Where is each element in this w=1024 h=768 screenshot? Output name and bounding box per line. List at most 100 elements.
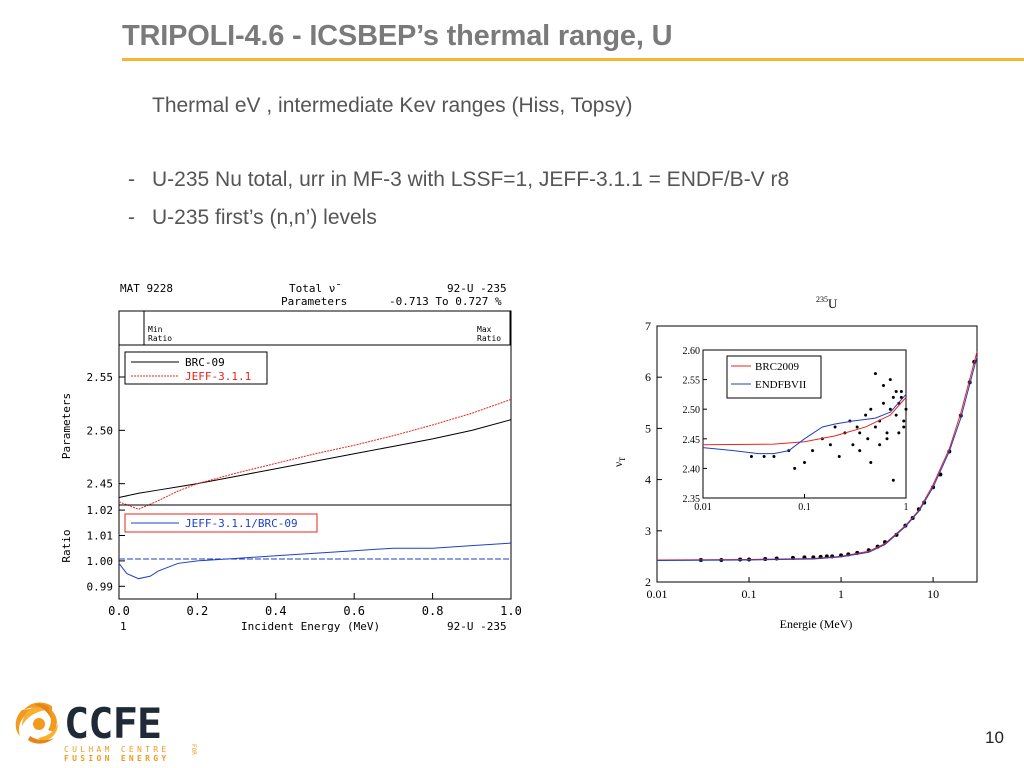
data-point [858,449,862,453]
data-point [828,443,832,447]
min-label: Min [148,325,163,334]
data-point [811,449,815,453]
data-point [864,413,868,417]
bullet-dash: - [128,206,135,229]
max-label: Ratio [477,334,501,343]
data-point [855,425,859,429]
data-point [891,395,895,399]
x-tick-label: 0.01 [647,587,668,601]
inset-legend [726,355,822,399]
y-tick-label: 2.55 [683,376,701,387]
data-point [904,407,908,411]
y-tick-label: 2.55 [87,371,114,384]
data-point [762,455,766,459]
data-point [885,437,889,441]
title-underline [122,58,1024,61]
data-point [881,384,885,388]
slide-title: TRIPOLI-4.6 - ICSBEP’s thermal range, U [122,20,673,52]
x-tick-label: 0.1 [798,502,811,513]
data-point [897,431,901,435]
x-tick-label: 10 [927,587,939,601]
data-point [902,419,906,423]
nuclide-title-mass: 235 [816,295,828,304]
x-tick-label: 0.8 [422,604,444,618]
flame-icon [15,702,58,744]
y-tick-label: 1.02 [87,504,114,517]
data-point [851,443,855,447]
nu-symbol: ν [611,461,625,467]
y-tick-label: 2.45 [683,435,701,446]
y-tick-label: 2.50 [87,424,114,437]
data-point [793,466,797,470]
ratio-marker-box [118,310,512,346]
data-point [899,389,903,393]
y-tick-label: 2.50 [683,405,701,416]
data-point [891,478,895,482]
data-point [749,455,753,459]
legend-label-brc09: BRC-09 [185,356,225,369]
energy-axis-label: Energie (MeV) [780,617,853,631]
main-plot-frame [656,325,978,583]
left-figure: MAT 9228 Total ν̄ 92-U -235 Parameters -… [60,282,522,633]
parameters-axis-label: Parameters [60,393,73,459]
data-point [869,407,873,411]
min-label: Ratio [148,334,172,343]
series-line [118,542,512,580]
series-line [118,398,512,510]
ccfe-line1: CULHAM CENTRE [64,745,170,754]
data-point [866,437,870,441]
legend-label-brc2009: BRC2009 [755,361,800,373]
y-tick-label: 5 [645,421,651,435]
x-tick-label: 1 [904,502,909,513]
data-point [803,460,806,464]
series-line [118,419,512,499]
data-point [888,378,892,382]
y-tick-label: 2.60 [683,346,701,357]
mat-label: MAT 9228 [120,282,173,295]
y-tick-label: 7 [645,319,651,333]
data-point [873,425,877,429]
series-line [656,356,978,561]
data-point [885,431,889,435]
footer-index: 1 [120,620,127,633]
y-tick-label: 1.01 [87,529,114,542]
data-point [894,389,898,393]
data-point [902,425,906,429]
ratio-axis-label: Ratio [60,529,73,562]
nuclide-title: 235U [816,295,838,311]
page-number: 10 [985,728,1004,747]
y-tick-label: 2 [645,575,651,589]
x-tick-label: 1.0 [500,604,522,618]
y-tick-label: 2.45 [87,478,114,491]
legend-label-ratio: JEFF-3.1.1/BRC-09 [185,517,298,530]
x-tick-label: 0.01 [694,502,712,513]
x-tick-label: 1 [838,587,844,601]
ratio-panel-frame [118,504,512,600]
x-tick-label: 0.4 [265,604,287,618]
legend-label-endfbvii: ENDFBVII [755,379,807,391]
ccfe-wordmark: CCFE [64,699,161,748]
nuclide-title-symbol: U [828,296,838,311]
ratio-legend [124,513,318,533]
y-tick-label: 3 [645,524,651,538]
bullet-text: U-235 first’s (n,n’) levels [152,206,377,229]
slide-subtitle: Thermal eV , intermediate Kev ranges (Hi… [152,94,633,117]
y-tick-label: 2.40 [683,464,701,475]
bullet-item: - U-235 first’s (n,n’) levels [128,206,377,230]
nuclide-label: 92-U -235 [447,282,507,295]
series-line [702,397,907,446]
y-tick-label: 6 [645,370,651,384]
nu-axis-label: νT [611,457,627,467]
x-axis-label: Incident Energy (MeV) [241,620,380,633]
data-point [833,425,837,429]
ccfe-logo: CCFE CULHAM CENTRE FUSION ENERGY FOR [15,699,197,762]
y-tick-label: 4 [645,473,651,487]
legend-label-jeff: JEFF-3.1.1 [185,370,251,383]
data-point [869,460,873,464]
x-tick-label: 0.2 [187,604,209,618]
ccfe-line2: FUSION ENERGY [64,754,170,762]
y-tick-label: 2.35 [683,494,701,505]
range-label: -0.713 To 0.727 % [389,295,502,308]
x-tick-label: 0.1 [742,587,757,601]
